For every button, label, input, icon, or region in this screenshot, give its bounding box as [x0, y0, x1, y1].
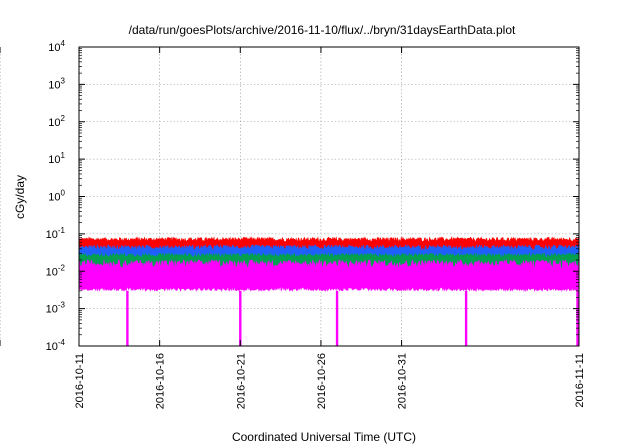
y-tick-label: 100 — [48, 189, 65, 204]
y-axis-label: cGy/day — [13, 175, 27, 219]
plot-area: 10-4 10-3 10-2 10-1 100 101 102 103 104 2016-10-1… — [0, 39, 586, 409]
x-tick-label: 2016-10-16 — [155, 353, 167, 409]
series-dropout — [335, 290, 339, 346]
x-tick-label: 2016-10-26 — [316, 353, 328, 409]
y-tick-label: 103 — [48, 76, 65, 91]
x-tick-label: 2016-10-11 — [74, 353, 86, 408]
series-dropout — [576, 290, 579, 346]
y-tick-label: 101 — [48, 151, 65, 166]
y-tick-label: 104 — [48, 39, 65, 54]
y-tick-label: 10-4 — [46, 338, 66, 353]
x-axis-label: Coordinated Universal Time (UTC) — [232, 430, 416, 444]
x-tick-label: 2016-10-21 — [235, 353, 247, 409]
chart-title: /data/run/goesPlots/archive/2016-11-10/f… — [129, 23, 516, 37]
x-tick-label: 2016-11-11 — [574, 353, 586, 408]
y-tick-label: 10-1 — [46, 226, 66, 241]
y-tick-label: 10-3 — [46, 301, 66, 316]
series-dropout — [126, 290, 129, 346]
y-tick-label: 10-2 — [46, 263, 66, 278]
series-dropout — [239, 290, 242, 346]
x-tick-label: 2016-10-31 — [397, 353, 409, 409]
y-tick-label: 102 — [48, 114, 65, 129]
series-dropout — [464, 290, 468, 346]
